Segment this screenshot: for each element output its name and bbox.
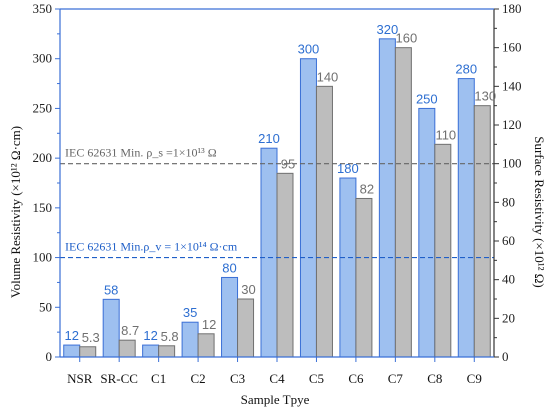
x-tick-label-c3: C3 — [230, 371, 245, 386]
bar-surface-nsr — [79, 346, 97, 358]
data-label-surface-c7: 160 — [396, 31, 418, 46]
bar-surface-c6 — [355, 197, 373, 358]
bar-volume-sr-cc — [102, 298, 120, 358]
y-tick-label-left-250: 250 — [33, 100, 53, 115]
data-label-volume-nsr: 12 — [64, 328, 78, 343]
x-tick-label-c9: C9 — [467, 371, 482, 386]
bar-volume-c8 — [418, 107, 436, 358]
y-tick-label-left-0: 0 — [46, 349, 53, 364]
y-axis-title-left: Volume Resistivity (×10¹² Ω·cm) — [8, 126, 23, 298]
x-tick-label-c6: C6 — [348, 371, 364, 386]
x-tick-label-c7: C7 — [388, 371, 404, 386]
data-label-volume-c7: 320 — [377, 22, 399, 37]
y-tick-label-right-0: 0 — [502, 349, 509, 364]
data-label-volume-c4: 210 — [258, 131, 280, 146]
y-tick-label-right-180: 180 — [502, 1, 522, 16]
y-tick-label-right-40: 40 — [502, 272, 515, 287]
data-label-surface-c9: 130 — [474, 89, 496, 104]
y-tick-label-left-200: 200 — [33, 150, 53, 165]
data-label-surface-nsr: 5.3 — [82, 330, 100, 345]
y-tick-label-right-60: 60 — [502, 233, 515, 248]
bar-surface-c7 — [394, 47, 412, 358]
y-tick-label-left-50: 50 — [39, 299, 52, 314]
x-axis-title: Sample Tpye — [241, 392, 310, 407]
bars-layer — [63, 38, 491, 358]
bar-surface-c5 — [315, 85, 333, 358]
data-label-surface-c8: 110 — [435, 127, 456, 142]
bar-surface-c3 — [237, 298, 255, 358]
bar-volume-c7 — [378, 38, 396, 358]
data-label-volume-sr-cc: 58 — [104, 282, 118, 297]
x-tick-label-c2: C2 — [191, 371, 206, 386]
x-tick-label-c5: C5 — [309, 371, 324, 386]
bar-surface-c8 — [434, 143, 452, 358]
y-tick-label-right-100: 100 — [502, 156, 522, 171]
x-tick-label-c1: C1 — [151, 371, 166, 386]
reference-label-left: IEC 62631 Min.ρ_v = 1×10¹⁴ Ω·cm — [65, 240, 238, 254]
bar-volume-c4 — [260, 147, 278, 358]
bar-surface-c2 — [197, 333, 215, 358]
y-tick-label-left-300: 300 — [33, 51, 53, 66]
data-label-surface-c2: 12 — [202, 317, 216, 332]
x-tick-label-nsr: NSR — [67, 371, 93, 386]
y-tick-label-right-80: 80 — [502, 194, 515, 209]
data-label-surface-c5: 140 — [317, 69, 339, 84]
data-label-surface-c6: 82 — [360, 181, 374, 196]
bar-surface-sr-cc — [118, 339, 136, 358]
data-label-volume-c1: 12 — [143, 328, 157, 343]
bar-volume-c5 — [299, 58, 317, 358]
bar-volume-c3 — [221, 276, 239, 358]
reference-lines-layer: IEC 62631 Min.ρ_v = 1×10¹⁴ Ω·cm IEC 62631… — [60, 146, 494, 259]
x-tick-label-c4: C4 — [269, 371, 285, 386]
data-label-surface-c1: 5.8 — [161, 329, 179, 344]
bar-volume-c2 — [181, 321, 199, 358]
bar-surface-c4 — [276, 172, 294, 358]
data-label-volume-c3: 80 — [222, 260, 236, 275]
bar-volume-c6 — [339, 177, 357, 358]
bar-surface-c9 — [473, 105, 491, 358]
data-label-volume-c2: 35 — [183, 305, 197, 320]
data-label-surface-sr-cc: 8.7 — [121, 323, 139, 338]
data-label-volume-c9: 280 — [455, 62, 477, 77]
data-label-volume-c5: 300 — [298, 42, 320, 57]
y-tick-label-left-100: 100 — [33, 250, 53, 265]
data-label-volume-c8: 250 — [416, 91, 438, 106]
axes-layer: NSR SR-CC C1 C2 C3 C4 C5 C6 C7 C8 C905010015020025… — [33, 1, 522, 386]
x-tick-label-c8: C8 — [427, 371, 442, 386]
y-tick-label-right-160: 160 — [502, 40, 522, 55]
y-axis-title-right: Surface Resistivity (×10¹² Ω) — [532, 136, 547, 288]
data-label-surface-c4: 95 — [281, 156, 295, 171]
y-tick-label-right-120: 120 — [502, 117, 522, 132]
y-tick-label-right-140: 140 — [502, 78, 522, 93]
reference-label-right: IEC 62631 Min. ρ_s =1×10¹³ Ω — [65, 146, 217, 160]
bar-volume-c1 — [142, 344, 160, 358]
data-label-surface-c3: 30 — [241, 282, 255, 297]
data-label-volume-c6: 180 — [337, 161, 359, 176]
bar-surface-c1 — [158, 345, 176, 358]
bar-volume-c9 — [457, 78, 475, 358]
y-tick-label-right-20: 20 — [502, 310, 515, 325]
y-tick-label-left-350: 350 — [33, 1, 53, 16]
x-tick-label-sr-cc: SR-CC — [100, 371, 138, 386]
y-tick-label-left-150: 150 — [33, 200, 53, 215]
bar-volume-nsr — [63, 344, 81, 358]
